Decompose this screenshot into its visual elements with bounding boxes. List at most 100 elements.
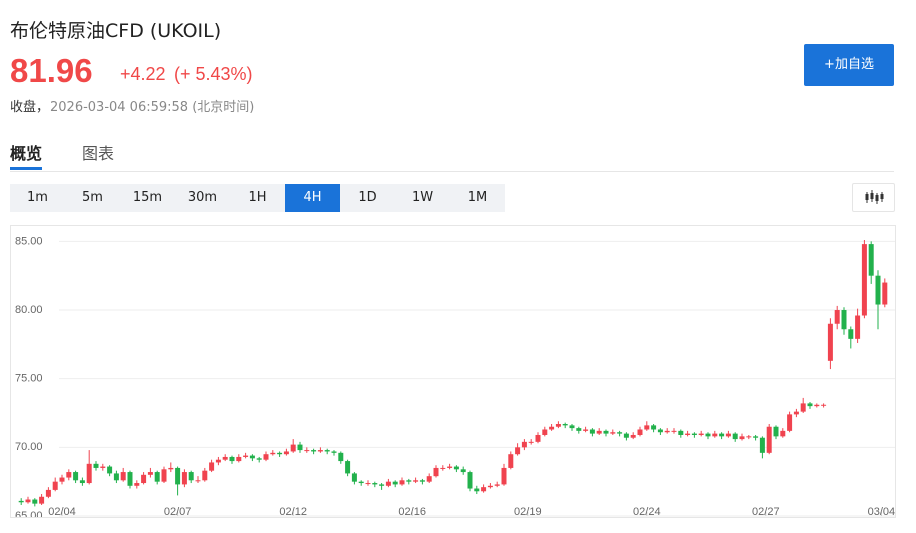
candle-body: [719, 433, 725, 437]
candle-body: [52, 481, 58, 490]
interval-button[interactable]: 1W: [411, 190, 434, 205]
candle-body: [39, 496, 45, 504]
chart-type-button[interactable]: [852, 183, 895, 212]
candle-body: [501, 467, 507, 485]
candle-body: [59, 477, 65, 482]
x-tick-label: 02/16: [398, 506, 426, 518]
candle-body: [249, 455, 255, 459]
candle-body: [508, 454, 514, 468]
y-tick-label: 80.00: [15, 304, 43, 316]
interval-button[interactable]: 4H: [285, 184, 340, 212]
candle-body: [73, 472, 79, 481]
candle-body: [66, 472, 72, 478]
candle-body: [161, 469, 167, 482]
candle-body: [691, 433, 697, 435]
candle-body: [147, 472, 153, 475]
candle-body: [759, 437, 765, 453]
candle-body: [732, 433, 738, 440]
candle-body: [277, 452, 283, 455]
candle-body: [780, 430, 786, 437]
tab[interactable]: 概览: [10, 144, 43, 163]
candle-body: [195, 480, 201, 482]
candle-body: [215, 459, 221, 463]
interval-button[interactable]: 1M: [467, 190, 488, 205]
interval-bar: 1m 5m 15m 30m 1H 4H 1D 1W 1M: [10, 184, 505, 212]
candle-body: [270, 452, 276, 455]
candle-body: [630, 434, 636, 438]
candle-body: [399, 480, 405, 485]
add-watchlist-button[interactable]: +加自选: [804, 44, 894, 86]
candle-body: [331, 451, 337, 453]
candle-body: [107, 466, 113, 474]
candle-body: [549, 426, 555, 430]
x-tick-label: 03/04: [868, 506, 896, 518]
candle-body: [623, 433, 629, 438]
candle-body: [426, 476, 432, 482]
candle-body: [433, 467, 439, 477]
candle-body: [569, 425, 575, 429]
candle-body: [25, 499, 31, 503]
candle-body: [753, 436, 759, 438]
candle-body: [304, 450, 310, 452]
status: 收盘，: [10, 100, 50, 115]
interval-button[interactable]: 30m: [187, 190, 218, 205]
interval-button[interactable]: 5m: [82, 190, 103, 205]
tab[interactable]: 图表: [82, 144, 115, 163]
title: 布伦特原油CFD (UKOIL): [10, 20, 222, 42]
candle-body: [855, 315, 861, 339]
change-pct: (+ 5.43%): [174, 64, 253, 84]
candle-body: [413, 480, 419, 482]
candle-body: [175, 467, 181, 485]
candle-body: [141, 474, 147, 484]
candle-body: [379, 484, 385, 486]
candle-body: [324, 450, 330, 452]
interval-button[interactable]: 1H: [248, 190, 267, 205]
x-tick-label: 02/07: [164, 506, 192, 518]
candle-body: [358, 481, 364, 484]
candle-body: [385, 481, 391, 486]
candle-body: [45, 489, 51, 497]
candle-body: [848, 329, 854, 339]
candle-body: [494, 484, 500, 486]
candle-body: [419, 480, 425, 482]
candle-body: [542, 429, 548, 435]
candle-body: [671, 430, 677, 432]
candle-body: [154, 472, 160, 482]
candle-body: [202, 470, 208, 481]
candle-body: [861, 244, 867, 316]
candle-body: [800, 403, 806, 412]
candle-body: [229, 456, 235, 462]
candle-body: [297, 444, 303, 451]
candle-body: [603, 430, 609, 434]
interval-button[interactable]: 1D: [358, 190, 377, 205]
candle-body: [406, 480, 412, 482]
candle-body: [311, 450, 317, 452]
candle-icon: [865, 190, 884, 204]
y-tick-label: 65.00: [15, 510, 43, 518]
x-tick-label: 02/19: [514, 506, 542, 518]
change: +4.22: [120, 64, 166, 84]
candle-body: [664, 430, 670, 433]
candle-body: [583, 429, 589, 431]
candle-body: [256, 458, 262, 460]
candle-body: [236, 456, 242, 462]
candle-body: [827, 323, 833, 361]
candle-body: [100, 466, 106, 468]
candle-body: [188, 472, 194, 481]
candle-body: [93, 463, 99, 468]
candle-body: [345, 461, 351, 474]
candle-body: [263, 454, 269, 460]
candle-body: [637, 429, 643, 435]
candle-body: [555, 423, 561, 427]
interval-button[interactable]: 1m: [27, 190, 48, 205]
candle-body: [460, 469, 466, 473]
candle-body: [834, 310, 840, 324]
candle-body: [338, 452, 344, 462]
candle-body: [481, 487, 487, 492]
candle-body: [651, 425, 657, 430]
interval-button[interactable]: 15m: [132, 190, 163, 205]
candle-body: [521, 441, 527, 448]
candle-body: [875, 275, 881, 305]
candle-body: [746, 436, 752, 438]
candle-body: [467, 472, 473, 489]
